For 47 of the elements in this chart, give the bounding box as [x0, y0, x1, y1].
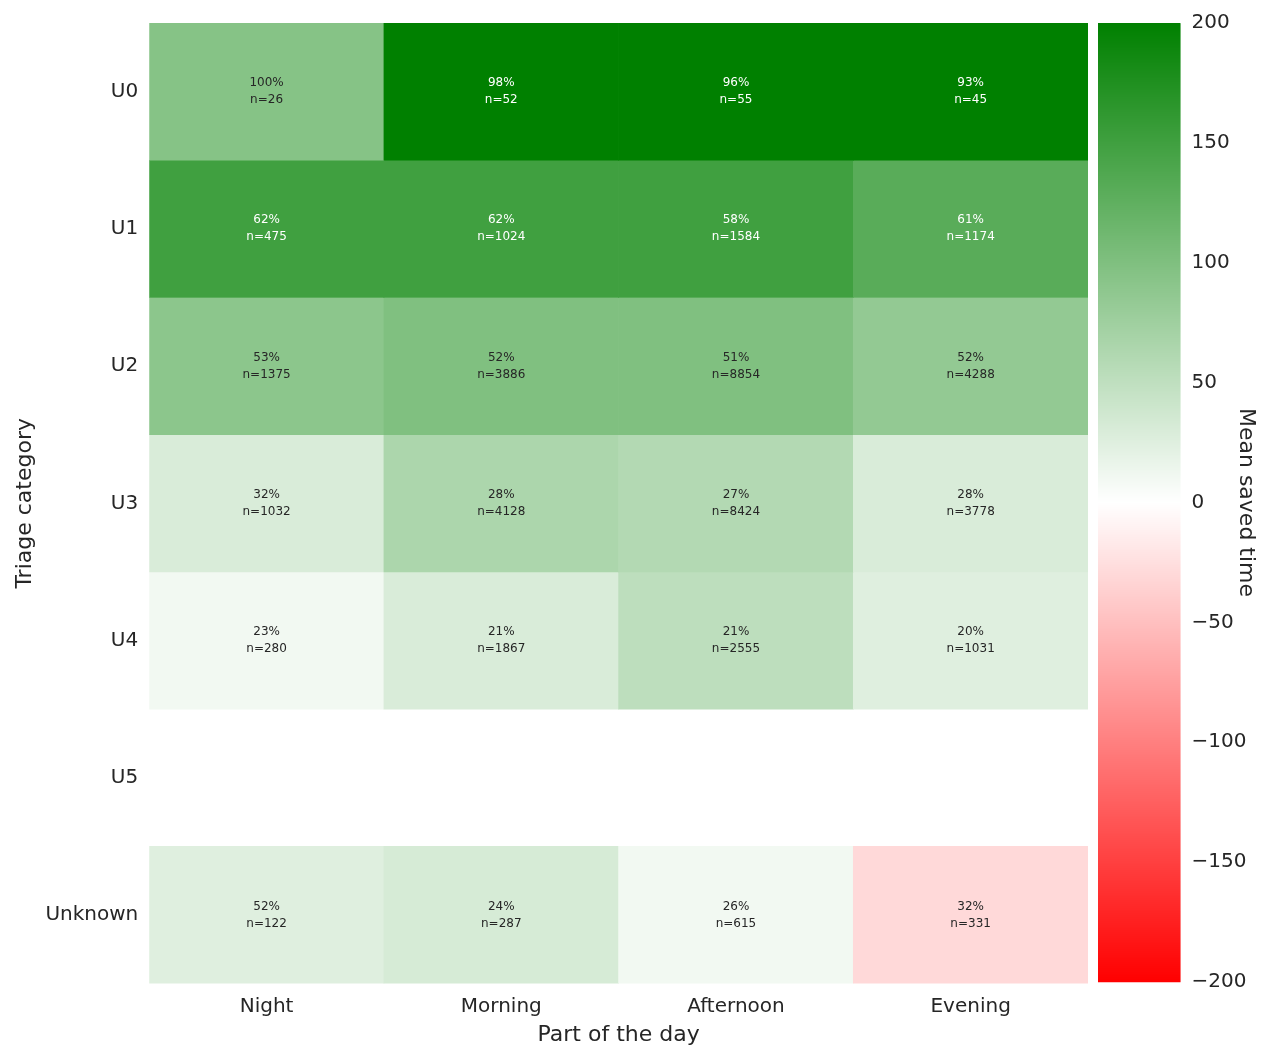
data-label: 32% n=1032 [242, 486, 291, 518]
y-tick-label: U0 [110, 77, 139, 102]
data-label: 53% n=1375 [242, 349, 291, 381]
data-label: 23% n=280 [246, 624, 287, 656]
color-bar-label: 0 [1191, 488, 1205, 513]
data-label: 26% n=615 [715, 898, 757, 930]
data-label: 52% n=4288 [946, 349, 995, 381]
x-tick-label: Afternoon [687, 992, 785, 1017]
y-tick-label: U2 [110, 352, 139, 377]
color-bar-label: −200 [1191, 968, 1247, 993]
y-tick-label: U3 [110, 489, 139, 514]
y-axis-title: Triage category [10, 418, 36, 590]
color-bar-label: 50 [1191, 368, 1217, 393]
data-label: 21% n=1867 [477, 624, 526, 656]
data-label: 62% n=1024 [477, 212, 526, 244]
data-label: 32% n=331 [950, 898, 991, 930]
x-tick-label: Night [239, 992, 294, 1017]
data-label: 93% n=45 [954, 75, 988, 107]
data-label: 52% n=122 [246, 898, 287, 930]
color-bar-label: 100 [1191, 248, 1230, 273]
color-bar-label: 150 [1191, 129, 1230, 154]
data-label: 100% n=26 [249, 75, 284, 107]
data-label: 51% n=8854 [711, 349, 761, 381]
data-label: 27% n=8424 [711, 486, 761, 518]
color-bar-label: −150 [1191, 848, 1247, 873]
color-bar-title: Mean saved time [1235, 407, 1261, 598]
data-label: 62% n=475 [246, 212, 287, 244]
data-label: 96% n=55 [719, 75, 753, 107]
color-bar-label: −50 [1191, 608, 1234, 633]
x-tick-label: Evening [930, 992, 1011, 1017]
data-label: 52% n=3886 [477, 349, 526, 381]
data-label: 24% n=287 [480, 898, 522, 930]
y-tick-label: U5 [110, 763, 139, 788]
data-label: 28% n=3778 [946, 486, 995, 518]
x-axis-title: Part of the day [537, 1020, 700, 1046]
data-label: 21% n=2555 [711, 624, 761, 656]
data-label: 20% n=1031 [946, 624, 995, 656]
x-tick-label: Morning [460, 992, 542, 1017]
data-label: 28% n=4128 [477, 486, 526, 518]
color-bar-label: −100 [1191, 728, 1247, 753]
y-tick-label: U4 [110, 626, 139, 651]
data-label: 61% n=1174 [946, 212, 995, 244]
y-tick-label: Unknown [45, 901, 139, 926]
data-label: 98% n=52 [484, 75, 518, 107]
y-tick-label: U1 [110, 215, 139, 240]
color-bar-label: 200 [1191, 9, 1230, 34]
data-label: 58% n=1584 [711, 212, 761, 244]
